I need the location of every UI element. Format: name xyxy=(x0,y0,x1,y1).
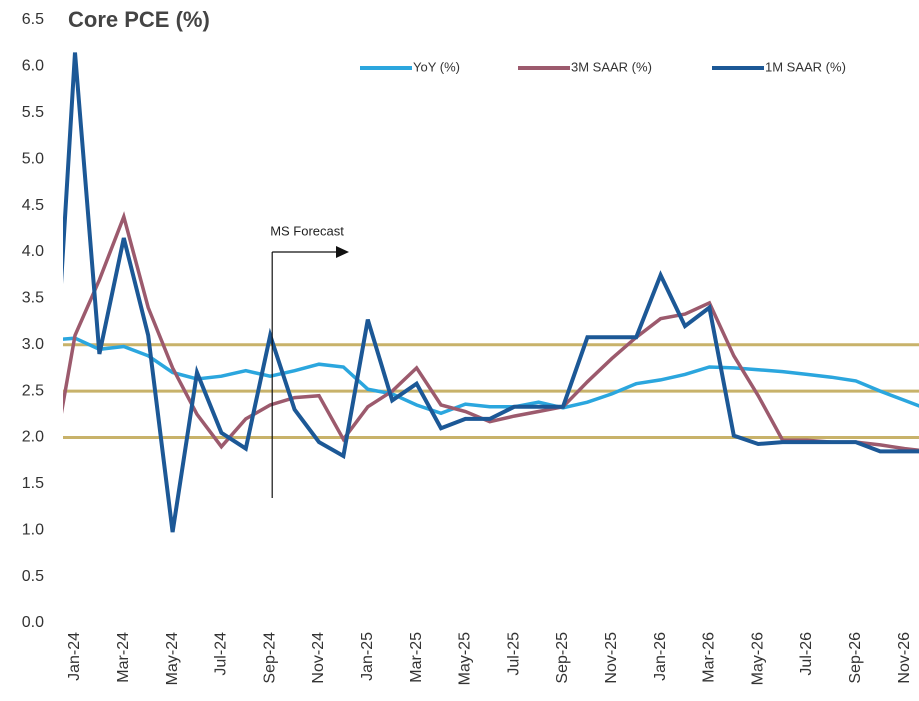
x-tick-label: Sep-26 xyxy=(847,632,864,684)
series-line xyxy=(63,52,919,533)
y-tick-label: 5.0 xyxy=(22,150,44,167)
y-tick-label: 3.0 xyxy=(22,336,44,353)
x-tick-label: Jan-26 xyxy=(652,632,669,681)
series-line xyxy=(63,336,919,416)
y-tick-label: 6.5 xyxy=(22,11,44,28)
x-tick-label: Jan-24 xyxy=(66,632,83,681)
x-tick-label: Jul-26 xyxy=(798,632,815,676)
x-tick-label: May-26 xyxy=(749,632,766,685)
y-tick-label: 5.5 xyxy=(22,104,44,121)
x-tick-label: May-24 xyxy=(164,632,181,685)
y-tick-label: 1.0 xyxy=(22,521,44,538)
chart-title: Core PCE (%) xyxy=(68,7,210,32)
x-tick-label: Mar-26 xyxy=(701,632,718,683)
y-tick-label: 0.5 xyxy=(22,568,44,585)
x-tick-label: May-25 xyxy=(457,632,474,685)
y-tick-label: 3.5 xyxy=(22,290,44,307)
legend-label: YoY (%) xyxy=(413,59,460,74)
annotation-text: MS Forecast xyxy=(270,223,344,238)
x-tick-label: Jul-24 xyxy=(213,632,230,676)
annotation-arrowhead xyxy=(336,246,349,258)
x-tick-label: Mar-24 xyxy=(115,632,132,683)
y-tick-label: 2.5 xyxy=(22,382,44,399)
y-tick-label: 4.0 xyxy=(22,243,44,260)
y-tick-label: 4.5 xyxy=(22,197,44,214)
x-tick-label: Jan-25 xyxy=(359,632,376,681)
y-tick-label: 1.5 xyxy=(22,475,44,492)
legend-label: 1M SAAR (%) xyxy=(765,59,846,74)
x-tick-label: Sep-24 xyxy=(261,632,278,684)
x-tick-label: Nov-26 xyxy=(896,632,913,684)
plot-area xyxy=(63,52,919,533)
x-tick-label: Nov-25 xyxy=(603,632,620,684)
y-tick-label: 6.0 xyxy=(22,58,44,75)
y-tick-label: 0.0 xyxy=(22,614,44,631)
legend-label: 3M SAAR (%) xyxy=(571,59,652,74)
x-tick-label: Nov-24 xyxy=(310,632,327,684)
y-tick-label: 2.0 xyxy=(22,429,44,446)
x-tick-label: Sep-25 xyxy=(554,632,571,684)
x-tick-label: Jul-25 xyxy=(505,632,522,676)
x-tick-label: Mar-25 xyxy=(408,632,425,683)
